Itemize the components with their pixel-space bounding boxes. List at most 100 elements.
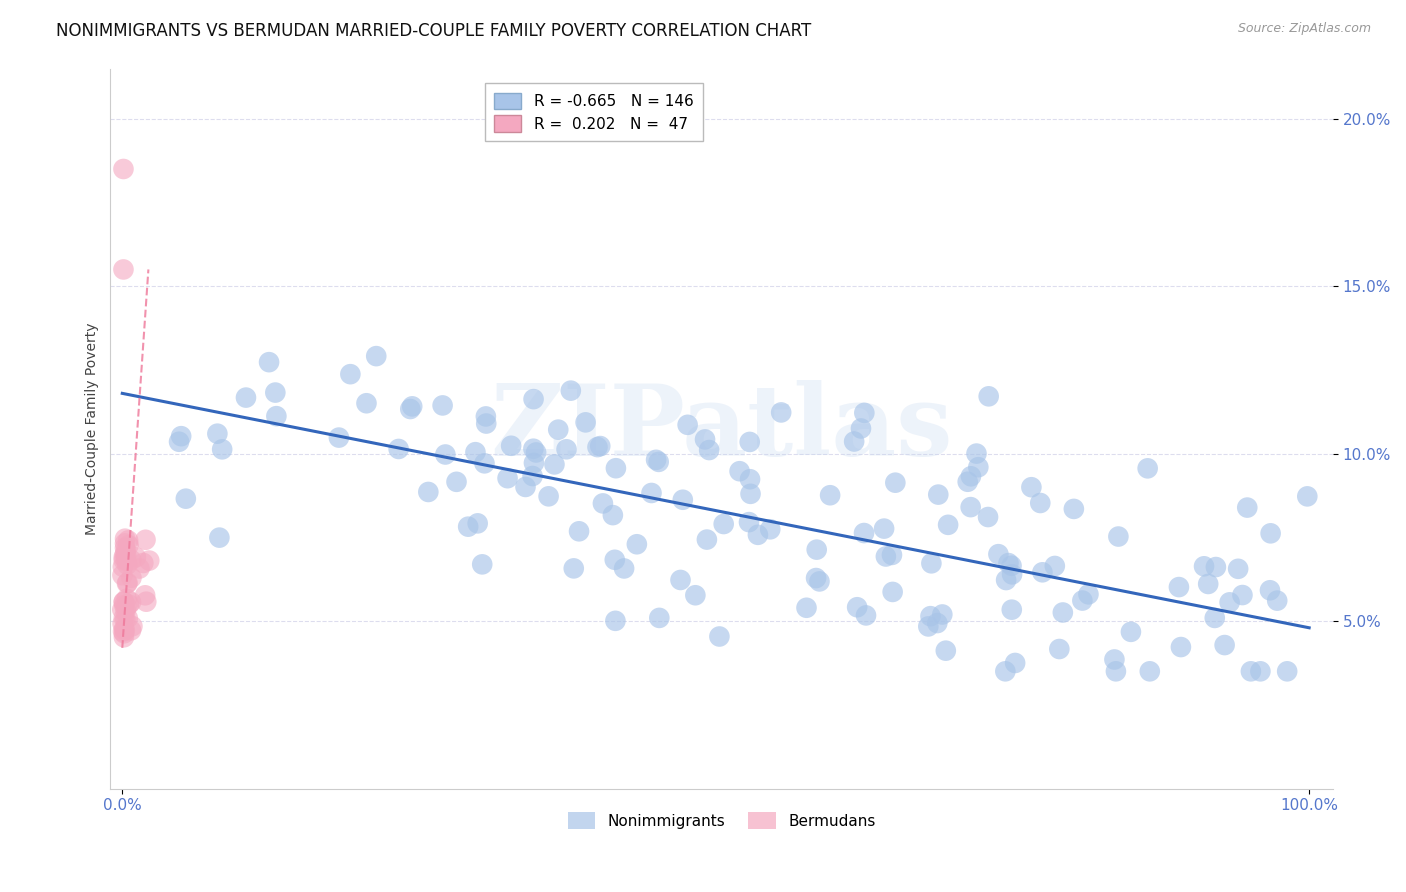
Point	[875, 549, 897, 564]
Point	[806, 542, 828, 557]
Point	[1104, 652, 1126, 666]
Point	[709, 630, 731, 644]
Point	[1029, 496, 1052, 510]
Point	[114, 548, 136, 562]
Y-axis label: Married-Couple Family Poverty: Married-Couple Family Poverty	[86, 322, 100, 535]
Point	[849, 421, 872, 435]
Point	[960, 469, 983, 483]
Point	[560, 384, 582, 398]
Point	[1205, 560, 1227, 574]
Point	[112, 622, 135, 636]
Point	[647, 455, 669, 469]
Point	[1258, 583, 1281, 598]
Point	[648, 611, 671, 625]
Point	[605, 614, 627, 628]
Point	[640, 486, 662, 500]
Point	[1265, 593, 1288, 607]
Point	[112, 598, 135, 612]
Point	[855, 608, 877, 623]
Point	[574, 416, 596, 430]
Point	[115, 591, 138, 606]
Point	[676, 417, 699, 432]
Point	[432, 399, 454, 413]
Point	[1047, 642, 1070, 657]
Point	[418, 485, 440, 500]
Point	[118, 598, 141, 612]
Point	[112, 624, 135, 639]
Point	[1031, 566, 1053, 580]
Point	[457, 519, 479, 533]
Point	[388, 442, 411, 456]
Point	[114, 612, 136, 626]
Point	[515, 480, 537, 494]
Point	[770, 405, 793, 419]
Point	[882, 585, 904, 599]
Point	[471, 558, 494, 572]
Point	[115, 553, 138, 567]
Point	[501, 439, 523, 453]
Point	[1119, 624, 1142, 639]
Point	[339, 367, 361, 381]
Point	[697, 443, 720, 458]
Point	[728, 464, 751, 478]
Point	[366, 349, 388, 363]
Point	[966, 447, 988, 461]
Text: NONIMMIGRANTS VS BERMUDAN MARRIED-COUPLE FAMILY POVERTY CORRELATION CHART: NONIMMIGRANTS VS BERMUDAN MARRIED-COUPLE…	[56, 22, 811, 40]
Point	[128, 561, 150, 575]
Point	[672, 492, 695, 507]
Point	[264, 385, 287, 400]
Point	[125, 550, 148, 565]
Point	[135, 595, 157, 609]
Point	[1227, 562, 1250, 576]
Point	[1136, 461, 1159, 475]
Point	[111, 568, 134, 582]
Point	[117, 575, 139, 590]
Point	[738, 472, 761, 486]
Point	[713, 516, 735, 531]
Point	[121, 619, 143, 633]
Point	[138, 553, 160, 567]
Point	[1232, 588, 1254, 602]
Point	[399, 402, 422, 417]
Point	[977, 510, 1000, 524]
Point	[808, 574, 831, 589]
Point	[562, 561, 585, 575]
Point	[1077, 587, 1099, 601]
Point	[464, 445, 486, 459]
Point	[328, 431, 350, 445]
Legend: Nonimmigrants, Bermudans: Nonimmigrants, Bermudans	[562, 806, 882, 835]
Point	[1213, 638, 1236, 652]
Point	[759, 522, 782, 536]
Point	[112, 595, 135, 609]
Point	[669, 573, 692, 587]
Point	[112, 553, 135, 567]
Point	[114, 541, 136, 555]
Point	[1236, 500, 1258, 515]
Point	[738, 434, 761, 449]
Point	[884, 475, 907, 490]
Point	[112, 630, 135, 644]
Point	[1249, 665, 1271, 679]
Point	[114, 532, 136, 546]
Point	[959, 500, 981, 515]
Point	[446, 475, 468, 489]
Point	[134, 588, 156, 602]
Point	[1275, 665, 1298, 679]
Point	[524, 445, 547, 459]
Point	[997, 556, 1019, 570]
Point	[401, 400, 423, 414]
Point	[475, 417, 498, 431]
Point	[523, 456, 546, 470]
Point	[589, 439, 612, 453]
Point	[434, 448, 457, 462]
Point	[1204, 611, 1226, 625]
Point	[115, 576, 138, 591]
Point	[747, 528, 769, 542]
Point	[112, 611, 135, 625]
Point	[111, 602, 134, 616]
Point	[987, 547, 1010, 561]
Point	[266, 409, 288, 424]
Point	[211, 442, 233, 457]
Text: Source: ZipAtlas.com: Source: ZipAtlas.com	[1237, 22, 1371, 36]
Point	[1170, 640, 1192, 654]
